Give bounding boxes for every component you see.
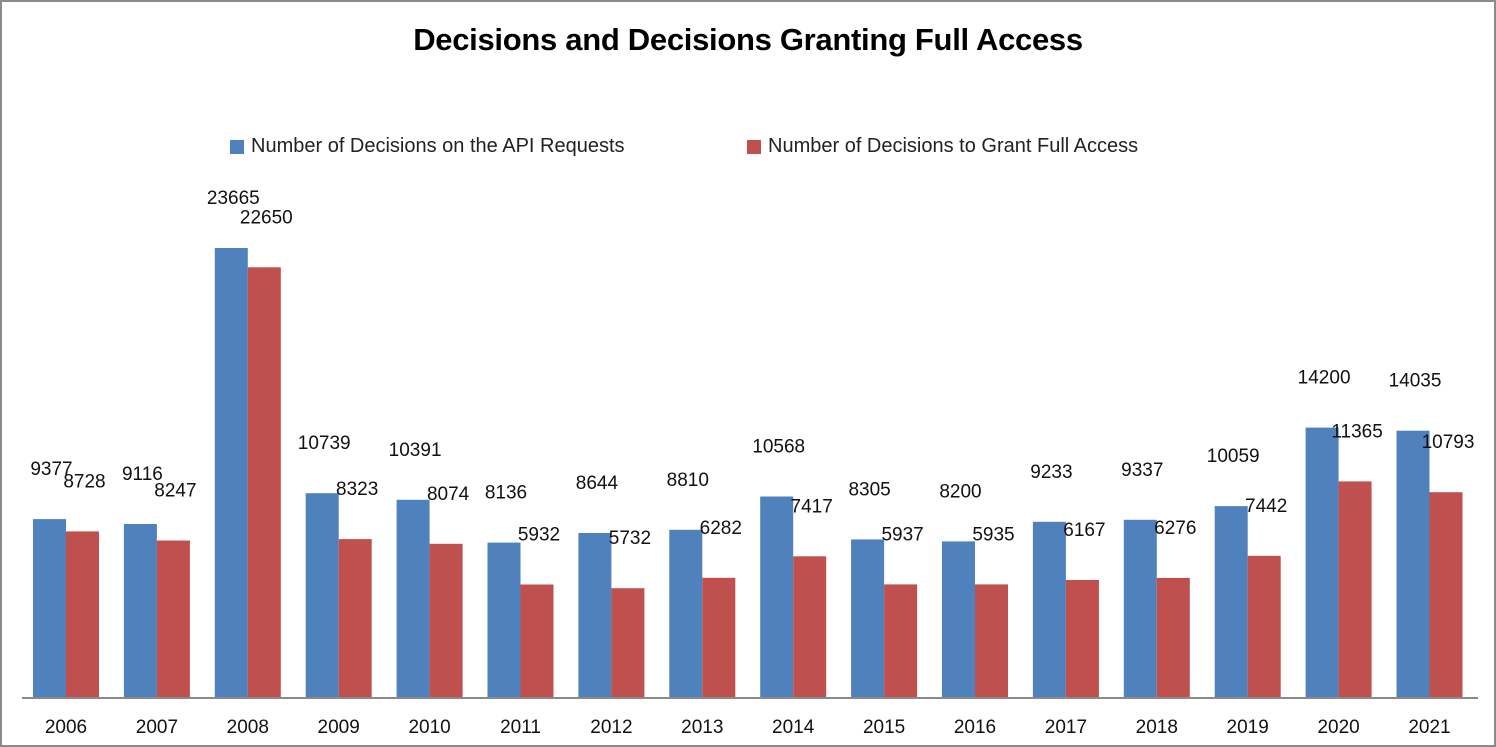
bar-api-requests-2021 xyxy=(1396,430,1430,697)
data-label: 10793 xyxy=(1422,432,1475,453)
bar-full-access-2021 xyxy=(1429,492,1463,697)
data-label: 7442 xyxy=(1245,496,1287,517)
data-label: 11365 xyxy=(1331,421,1382,442)
legend-item-api-requests: Number of Decisions on the API Requests xyxy=(230,135,625,158)
data-label: 14200 xyxy=(1298,368,1351,389)
legend-label: Number of Decisions to Grant Full Access xyxy=(768,135,1139,157)
data-label: 22650 xyxy=(240,207,293,228)
bar-full-access-2018 xyxy=(1156,577,1190,697)
legend: Number of Decisions on the API Requests … xyxy=(2,135,1494,161)
data-label: 9116 xyxy=(122,464,163,485)
bar-api-requests-2007 xyxy=(123,524,157,697)
bar-api-requests-2020 xyxy=(1305,427,1339,697)
bar-api-requests-2010 xyxy=(396,499,430,697)
bars-layer xyxy=(33,248,1463,697)
data-label: 8200 xyxy=(939,481,981,502)
legend-swatch-blue xyxy=(230,139,244,154)
bar-api-requests-2009 xyxy=(305,493,339,697)
bar-full-access-2008 xyxy=(247,267,281,697)
legend-label: Number of Decisions on the API Requests xyxy=(251,135,625,157)
data-label: 8074 xyxy=(427,484,470,505)
x-tick-label: 2015 xyxy=(863,717,905,738)
bar-full-access-2011 xyxy=(520,584,554,697)
x-tick-label: 2019 xyxy=(1227,717,1269,738)
x-tick-label: 2016 xyxy=(954,717,996,738)
x-tick-label: 2013 xyxy=(681,717,723,738)
x-tick-labels-layer: 2006 2007 2008 2009 2010 2011 2012 2013 2014 2015… xyxy=(45,717,1451,738)
legend-item-full-access: Number of Decisions to Grant Full Access xyxy=(747,135,1138,158)
bar-full-access-2016 xyxy=(975,584,1008,697)
x-tick-label: 2011 xyxy=(500,717,541,738)
bar-api-requests-2016 xyxy=(942,541,975,697)
data-label: 10391 xyxy=(389,440,442,461)
bar-api-requests-2018 xyxy=(1123,519,1157,697)
chart-title: Decisions and Decisions Granting Full Ac… xyxy=(413,22,1083,57)
data-label: 9233 xyxy=(1030,462,1072,483)
bar-api-requests-2019 xyxy=(1214,506,1248,697)
bar-full-access-2013 xyxy=(702,577,736,697)
bar-full-access-2020 xyxy=(1338,481,1372,697)
data-label: 9377 xyxy=(30,459,72,480)
bar-api-requests-2008 xyxy=(214,248,248,697)
data-label: 8728 xyxy=(63,471,105,492)
data-label: 6167 xyxy=(1063,520,1105,541)
data-label: 8305 xyxy=(848,479,890,500)
data-label: 8810 xyxy=(667,470,709,491)
data-label: 23665 xyxy=(207,188,260,209)
data-label: 5932 xyxy=(518,525,560,546)
x-tick-label: 2017 xyxy=(1045,717,1087,738)
data-label: 14035 xyxy=(1389,371,1442,392)
bar-full-access-2009 xyxy=(338,539,372,697)
bar-full-access-2010 xyxy=(429,543,463,697)
data-label: 5937 xyxy=(881,524,923,545)
data-label: 7417 xyxy=(791,496,833,517)
data-label: 10739 xyxy=(298,433,351,454)
x-tick-label: 2012 xyxy=(590,717,632,738)
bar-api-requests-2013 xyxy=(669,529,703,697)
bar-api-requests-2017 xyxy=(1032,521,1066,697)
x-tick-label: 2006 xyxy=(45,717,87,738)
bar-full-access-2007 xyxy=(156,540,190,697)
x-tick-label: 2007 xyxy=(136,717,178,738)
data-label: 8136 xyxy=(485,483,527,504)
data-label: 9337 xyxy=(1121,460,1163,481)
data-label: 5935 xyxy=(972,524,1014,545)
bar-api-requests-2012 xyxy=(578,533,612,697)
data-label: 6276 xyxy=(1154,518,1196,539)
data-label: 10059 xyxy=(1207,446,1260,467)
bar-api-requests-2011 xyxy=(487,542,521,697)
data-label: 8247 xyxy=(154,481,196,502)
bar-full-access-2015 xyxy=(884,584,918,697)
bar-full-access-2006 xyxy=(66,531,99,697)
bar-full-access-2019 xyxy=(1247,555,1281,697)
data-label: 5732 xyxy=(609,528,651,549)
bar-api-requests-2014 xyxy=(760,496,794,697)
data-label: 8644 xyxy=(576,473,619,494)
x-tick-label: 2009 xyxy=(318,717,360,738)
bar-api-requests-2006 xyxy=(33,519,66,697)
bar-full-access-2012 xyxy=(611,588,645,697)
x-tick-label: 2010 xyxy=(408,717,450,738)
bar-full-access-2017 xyxy=(1065,580,1099,697)
x-tick-label: 2020 xyxy=(1317,717,1359,738)
bar-full-access-2014 xyxy=(793,556,827,697)
x-tick-label: 2018 xyxy=(1136,717,1178,738)
x-tick-label: 2008 xyxy=(227,717,269,738)
data-label: 10568 xyxy=(752,437,805,458)
x-tick-label: 2014 xyxy=(772,717,815,738)
legend-swatch-red xyxy=(747,139,761,154)
data-label: 8323 xyxy=(336,479,378,500)
bar-api-requests-2015 xyxy=(851,539,885,697)
x-tick-label: 2021 xyxy=(1408,717,1450,738)
data-label: 6282 xyxy=(700,518,742,539)
